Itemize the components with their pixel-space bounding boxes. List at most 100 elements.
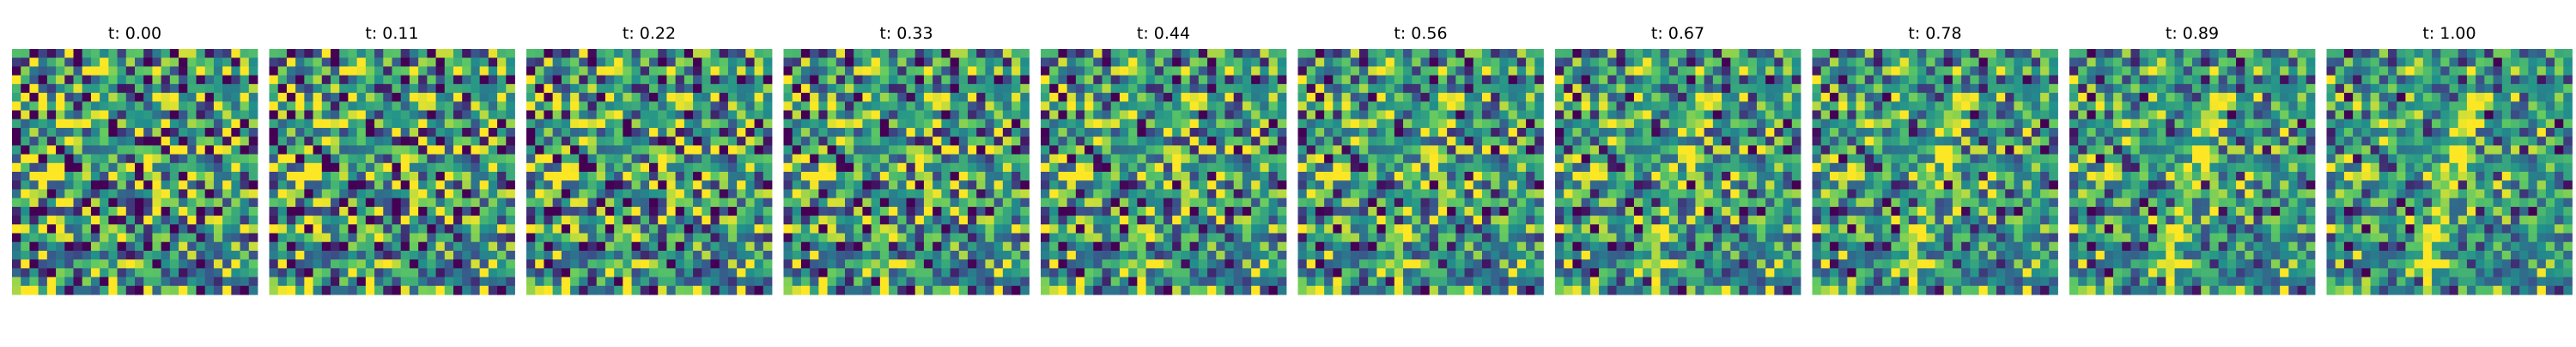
heatmap-cell <box>1163 250 1173 260</box>
heatmap-cell <box>658 206 667 216</box>
heatmap-cell <box>1473 49 1483 58</box>
heatmap-cell <box>1233 66 1243 76</box>
heatmap-cell <box>1207 216 1217 225</box>
heatmap-cell <box>1368 66 1377 76</box>
heatmap-cell <box>1145 250 1156 260</box>
heatmap-cell <box>1651 127 1661 137</box>
heatmap-cell <box>90 93 100 102</box>
heatmap-cell <box>889 206 898 216</box>
heatmap-cell <box>108 75 118 85</box>
heatmap-cell <box>1368 137 1377 146</box>
heatmap-cell <box>666 66 677 76</box>
heatmap-cell <box>1359 119 1369 129</box>
heatmap-cell <box>1189 58 1200 67</box>
heatmap-cell <box>12 83 21 94</box>
heatmap-cell <box>1625 83 1635 94</box>
heatmap-cell <box>544 101 554 111</box>
heatmap-cell <box>506 241 515 252</box>
heatmap-cell <box>1216 233 1225 243</box>
heatmap-cell <box>1455 58 1465 67</box>
heatmap-cell <box>1277 75 1287 85</box>
heatmap-cell <box>1704 119 1714 129</box>
heatmap-cell <box>1306 268 1316 277</box>
heatmap-cell <box>614 75 623 85</box>
heatmap-cell <box>1633 66 1643 76</box>
heatmap-cell <box>561 224 571 234</box>
heatmap-cell <box>1376 110 1387 120</box>
heatmap-cell <box>1084 110 1094 120</box>
heatmap-cell <box>1216 206 1225 216</box>
heatmap-cell <box>506 250 515 260</box>
heatmap-cell <box>1633 101 1643 111</box>
heatmap-cell <box>1437 66 1448 76</box>
heatmap-cell <box>46 268 57 277</box>
heatmap-cell <box>1260 206 1269 216</box>
heatmap-cell <box>879 101 890 111</box>
heatmap-cell <box>1242 233 1252 243</box>
heatmap-cell <box>1268 172 1279 181</box>
heatmap-cell <box>295 206 305 216</box>
heatmap-cell <box>1333 162 1342 173</box>
heatmap-cell <box>38 110 48 120</box>
heatmap-cell <box>719 137 729 146</box>
heatmap-cell <box>409 137 419 146</box>
heatmap-cell <box>1412 216 1421 225</box>
heatmap-cell <box>605 250 615 260</box>
heatmap-cell <box>544 224 554 234</box>
heatmap-cell <box>1534 145 1544 155</box>
heatmap-cell <box>117 285 127 295</box>
heatmap-cell <box>339 198 349 208</box>
heatmap-cell <box>614 83 623 94</box>
heatmap-cell <box>675 189 685 199</box>
heatmap-cell <box>792 241 802 252</box>
heatmap-cell <box>1447 83 1456 94</box>
heatmap-cell <box>570 110 580 120</box>
heatmap-cell <box>187 58 197 67</box>
heatmap-cell <box>871 259 881 269</box>
heatmap-cell <box>277 119 288 129</box>
heatmap-cell <box>631 49 641 58</box>
heatmap-cell <box>497 241 507 252</box>
heatmap-cell <box>1643 127 1652 137</box>
heatmap-cell <box>471 277 481 287</box>
heatmap-cell <box>1420 277 1431 287</box>
heatmap-cell <box>56 198 65 208</box>
heatmap-cell <box>993 137 1004 146</box>
heatmap-cell <box>745 110 755 120</box>
heatmap-cell <box>561 206 571 216</box>
heatmap-cell <box>400 224 410 234</box>
heatmap-cell <box>976 259 986 269</box>
heatmap-cell <box>231 137 240 146</box>
heatmap-cell <box>871 268 881 277</box>
heatmap-cell <box>968 75 977 85</box>
heatmap-cell <box>1420 162 1431 173</box>
heatmap-cell <box>552 83 562 94</box>
heatmap-cell <box>1508 119 1518 129</box>
heatmap-cell <box>12 101 21 111</box>
heatmap-cell <box>383 127 392 137</box>
heatmap-cell <box>471 137 481 146</box>
heatmap-cell <box>800 101 811 111</box>
heatmap-cell <box>914 189 925 199</box>
heatmap-cell <box>1198 198 1208 208</box>
heatmap-cell <box>427 101 436 111</box>
heatmap-cell <box>1102 49 1112 58</box>
heatmap-cell <box>1233 119 1243 129</box>
heatmap-cell <box>488 180 498 190</box>
heatmap-cell <box>1207 154 1217 164</box>
heatmap-cell <box>1350 268 1360 277</box>
heatmap-cell <box>1526 172 1535 181</box>
heatmap-cell <box>683 216 694 225</box>
heatmap-cell <box>845 198 854 208</box>
heatmap-cell <box>693 224 702 234</box>
heatmap-cell <box>1482 189 1492 199</box>
heatmap-cell <box>418 154 428 164</box>
heatmap-cell <box>1526 259 1535 269</box>
heatmap-cell <box>993 250 1004 260</box>
heatmap-cell <box>792 83 802 94</box>
heatmap-cell <box>1058 75 1068 85</box>
heatmap-cell <box>1277 224 1287 234</box>
heatmap-cell <box>73 145 83 155</box>
heatmap-cell <box>161 268 171 277</box>
heatmap-cell <box>231 250 240 260</box>
